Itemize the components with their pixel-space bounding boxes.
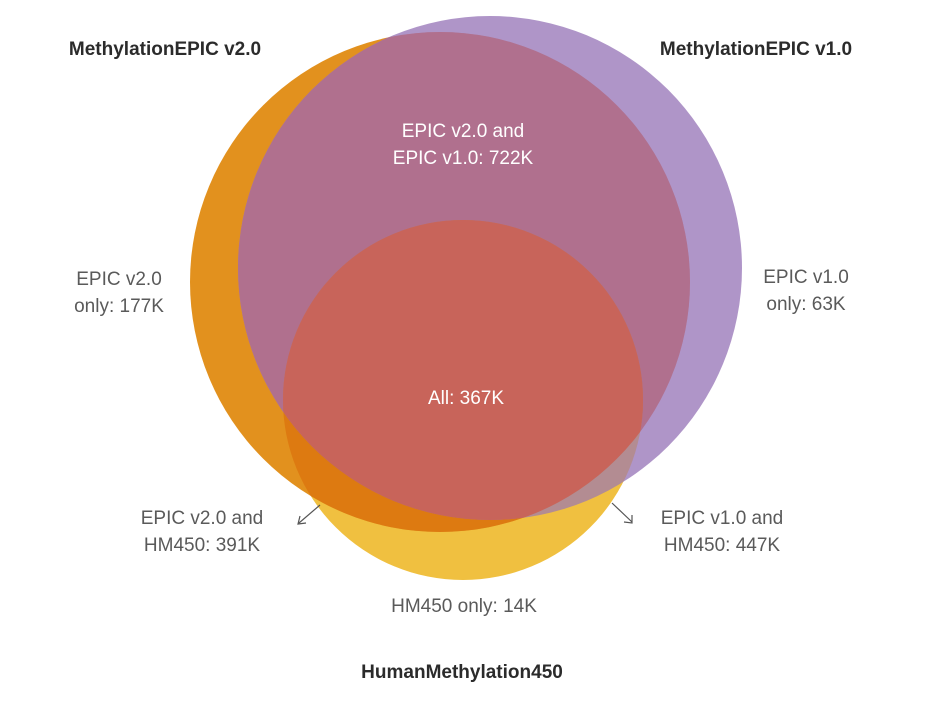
epic-v2-title: MethylationEPIC v2.0: [69, 39, 261, 60]
v1-hm450-label-line2: HM450: 447K: [664, 535, 781, 556]
epic-v1-title: MethylationEPIC v1.0: [660, 39, 852, 60]
v1-only-label-line2: only: 63K: [766, 294, 846, 315]
v2-only-label-line2: only: 177K: [74, 296, 164, 317]
v2-hm450-label-line1: EPIC v2.0 and: [141, 508, 264, 529]
hm450-title: HumanMethylation450: [361, 662, 563, 683]
v1-only-label-line1: EPIC v1.0: [763, 267, 849, 288]
all-overlap: [283, 220, 643, 520]
v1-hm450-arrow-icon: [611, 502, 633, 524]
v2-v1-label-line2: EPIC v1.0: 722K: [393, 148, 534, 169]
v2-hm450-arrow-icon: [297, 504, 321, 525]
v2-only-label-line1: EPIC v2.0: [76, 269, 162, 290]
v2-hm450-label-line2: HM450: 391K: [144, 535, 261, 556]
all-label: All: 367K: [428, 388, 504, 409]
hm450-only-label: HM450 only: 14K: [391, 596, 537, 617]
v1-hm450-label-line1: EPIC v1.0 and: [661, 508, 784, 529]
v2-v1-label-line1: EPIC v2.0 and: [402, 121, 525, 142]
